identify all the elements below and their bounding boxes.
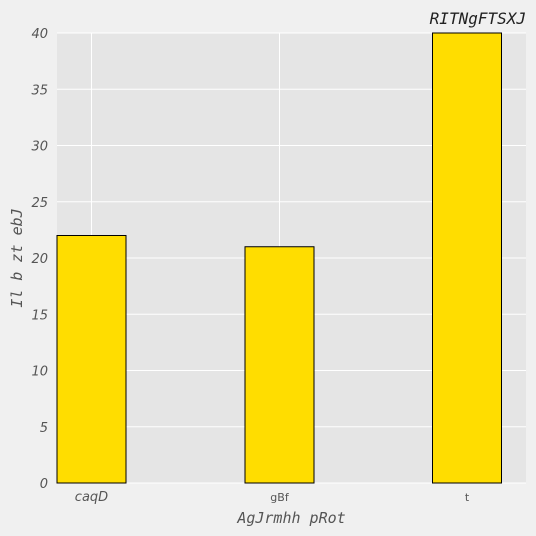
- x-tick-labels: caqD gBf t: [75, 490, 470, 505]
- bar-gBf: [244, 246, 315, 484]
- bar-t: [432, 32, 502, 484]
- y-tick-label: 20: [31, 252, 48, 267]
- bar-caqD: [56, 235, 127, 484]
- y-tick-label: 10: [31, 365, 48, 380]
- x-axis-label: AgJrmhh pRot: [236, 509, 345, 527]
- y-tick-label: 40: [31, 27, 48, 42]
- y-tick-label: 25: [31, 196, 48, 211]
- y-tick-label: 15: [31, 308, 48, 323]
- x-tick-label-caqD: caqD: [75, 490, 108, 505]
- y-axis-label: Il b zt ebJ: [8, 208, 26, 307]
- y-tick-label: 0: [40, 477, 48, 492]
- y-tick-label: 30: [31, 140, 48, 155]
- bars: [56, 32, 502, 484]
- x-tick-label-gBf: gBf: [270, 491, 290, 504]
- x-tick-label-t: t: [465, 491, 470, 504]
- y-tick-label: 35: [31, 83, 48, 98]
- y-tick-label: 5: [40, 421, 48, 436]
- y-tick-labels: 0 5 10 15 20 25 30 35 40: [31, 27, 48, 492]
- chart-title: RITNgFTSXJ: [430, 9, 526, 28]
